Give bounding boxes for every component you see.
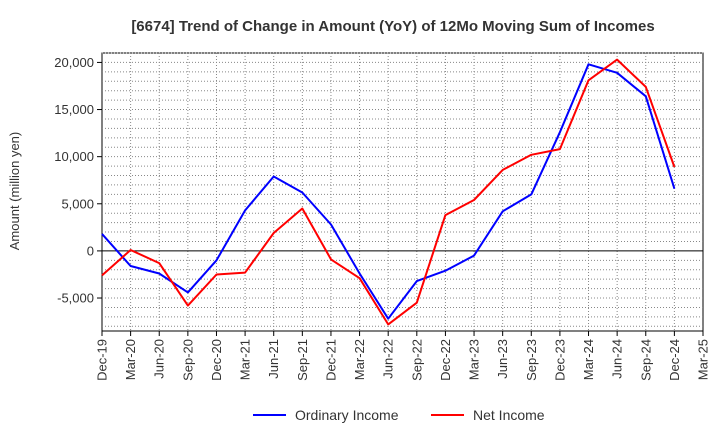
x-tick-label: Dec-23 — [552, 339, 567, 381]
x-tick-label: Sep-24 — [638, 339, 653, 381]
x-tick-label: Mar-23 — [467, 339, 482, 380]
x-tick-label: Dec-19 — [95, 339, 110, 381]
x-tick-label: Mar-21 — [238, 339, 253, 380]
x-tick-label: Sep-21 — [295, 339, 310, 381]
chart-title: [6674] Trend of Change in Amount (YoY) o… — [131, 18, 654, 35]
y-axis: -5,000 0 5,000 10,000 15,000 20,000 — [54, 55, 102, 306]
x-tick-label: Dec-22 — [438, 339, 453, 381]
x-tick-label: Sep-22 — [409, 339, 424, 381]
legend-label: Ordinary Income — [295, 407, 399, 423]
y-tick-label: 10,000 — [54, 149, 94, 164]
x-axis: Dec-19 Mar-20 Jun-20 Sep-20 Dec-20 Mar-21 Jun-… — [95, 331, 711, 381]
x-tick-label: Sep-20 — [180, 339, 195, 381]
y-tick-label: 20,000 — [54, 55, 94, 70]
x-tick-label: Dec-20 — [209, 339, 224, 381]
y-tick-label: 0 — [87, 243, 94, 258]
x-tick-label: Mar-20 — [123, 339, 138, 380]
y-axis-title: Amount (million yen) — [7, 132, 22, 251]
y-tick-label: 15,000 — [54, 102, 94, 117]
x-tick-label: Mar-24 — [581, 339, 596, 380]
x-tick-label: Jun-22 — [381, 339, 396, 379]
series-line-net-income — [101, 58, 676, 326]
x-tick-label: Sep-23 — [524, 339, 539, 381]
x-tick-label: Jun-24 — [610, 339, 625, 379]
legend: Ordinary Income Net Income — [253, 407, 545, 423]
plot-area — [101, 52, 704, 332]
x-tick-label: Mar-25 — [696, 339, 711, 380]
x-tick-label: Jun-20 — [152, 339, 167, 379]
x-tick-label: Dec-21 — [323, 339, 338, 381]
x-tick-label: Dec-24 — [667, 339, 682, 381]
legend-label: Net Income — [473, 407, 545, 423]
series-line-ordinary-income — [101, 63, 676, 320]
x-tick-label: Jun-21 — [266, 339, 281, 379]
grid-lines — [102, 52, 703, 331]
series-lines — [101, 58, 676, 326]
x-tick-label: Jun-23 — [495, 339, 510, 379]
x-tick-label: Mar-22 — [352, 339, 367, 380]
y-tick-label: -5,000 — [57, 291, 94, 306]
y-tick-label: 5,000 — [61, 196, 94, 211]
